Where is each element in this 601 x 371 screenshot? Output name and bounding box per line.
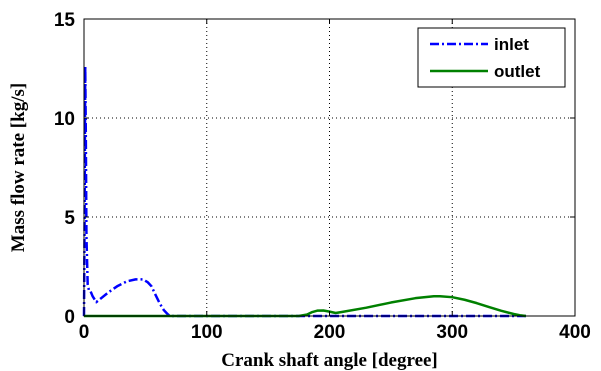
y-tick-label: 5 [64,208,75,229]
x-axis-label: Crank shaft angle [degree] [221,350,438,371]
legend-label-outlet: outlet [494,62,541,81]
x-tick-label: 200 [314,322,346,343]
tick-marks [83,18,576,317]
y-tick-label: 15 [54,10,76,31]
tick-labels: 0 100 200 300 400 0 5 10 15 [54,10,591,343]
legend-label-inlet: inlet [494,35,529,54]
grid-lines [84,19,575,316]
y-tick-label: 10 [54,109,75,130]
y-axis-label: Mass flow rate [kg/s] [8,83,29,252]
legend: inlet outlet [417,27,566,88]
legend-box [417,27,566,88]
x-tick-label: 300 [436,322,468,343]
series-line-outlet [84,294,527,318]
y-tick-label: 0 [64,307,75,328]
x-tick-label: 0 [79,322,90,343]
x-tick-label: 400 [559,322,591,343]
x-tick-label: 100 [191,322,223,343]
